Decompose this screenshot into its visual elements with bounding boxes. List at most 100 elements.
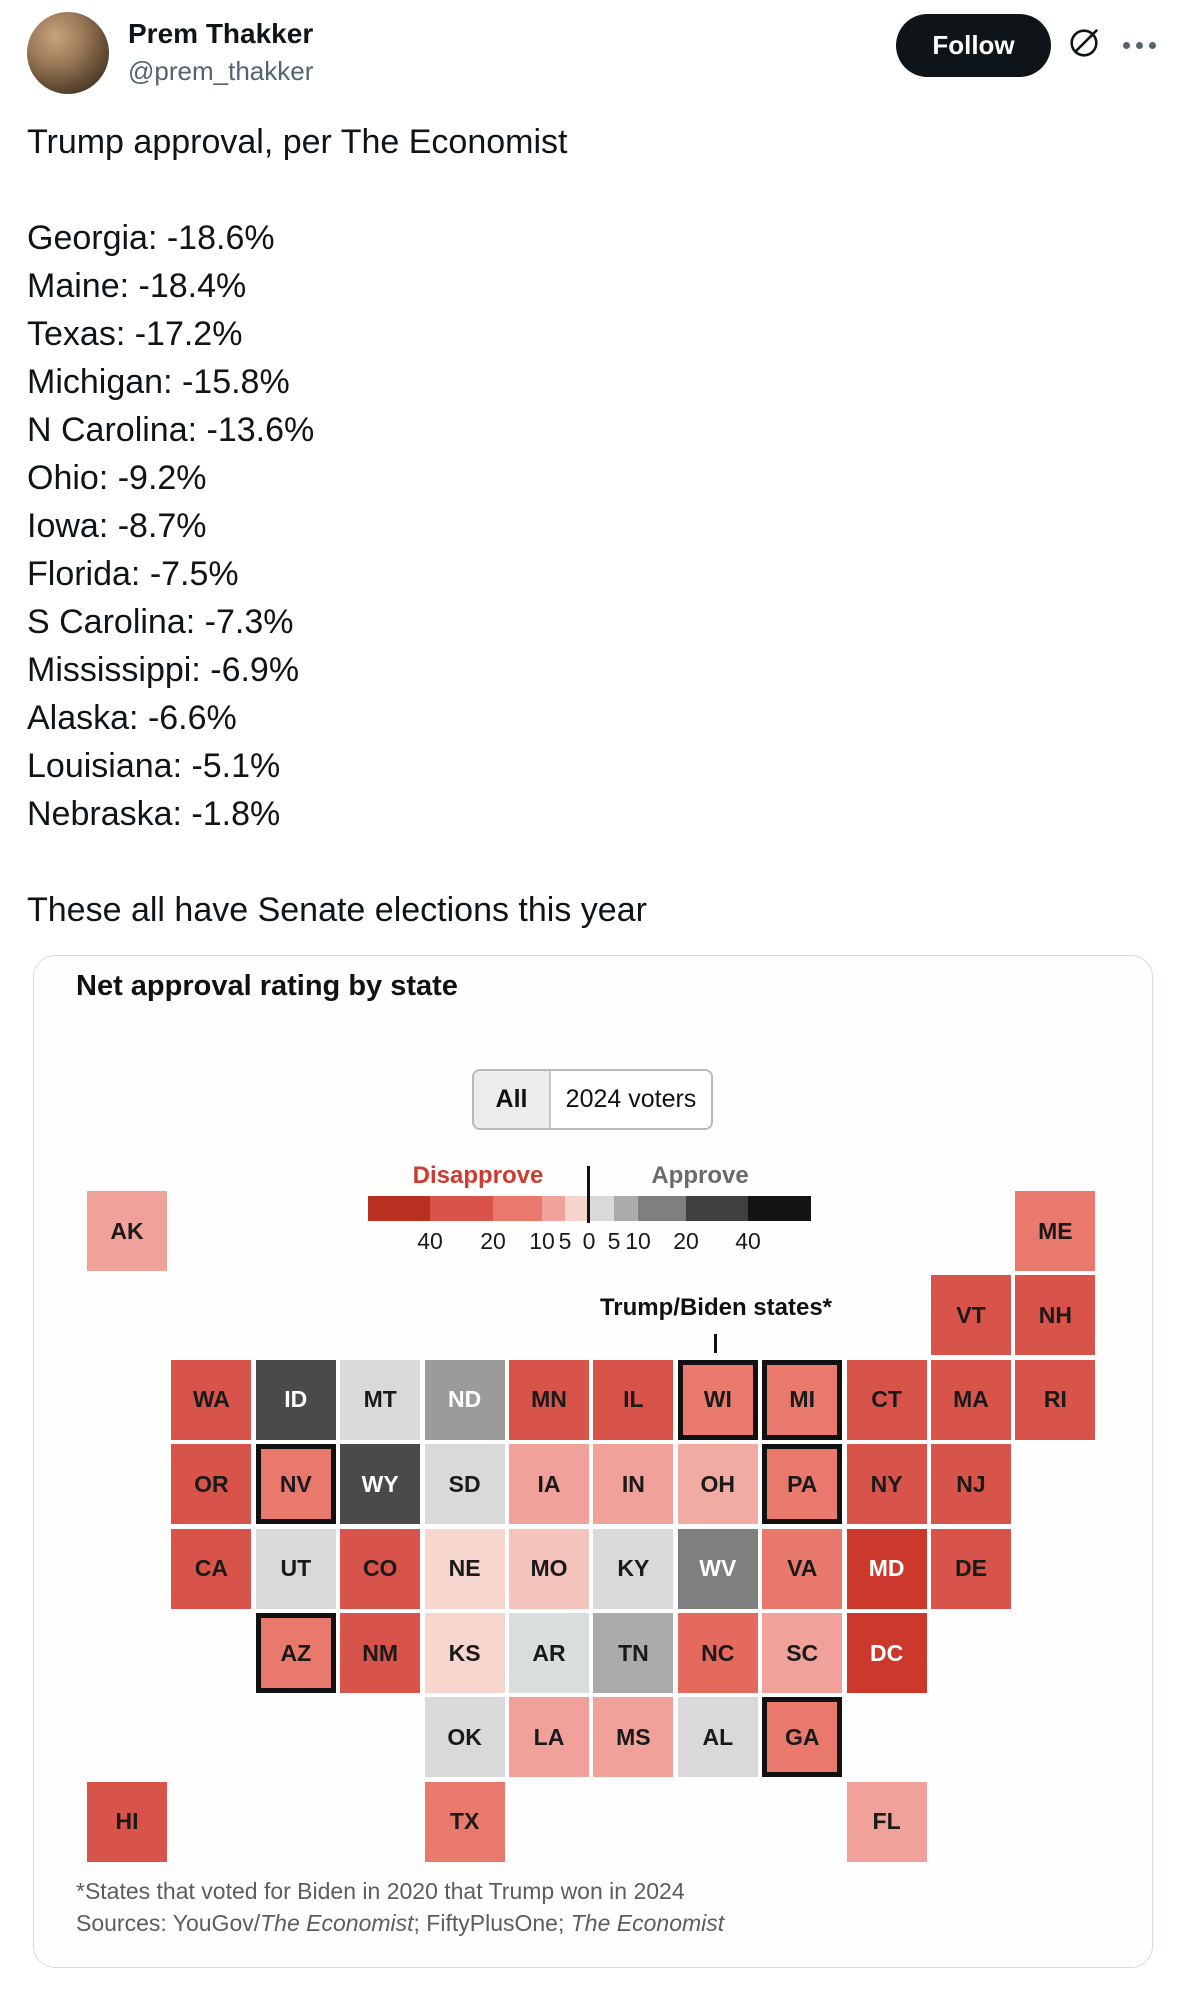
state-tile-WA: WA xyxy=(171,1359,252,1440)
follow-button[interactable]: Follow xyxy=(896,14,1051,77)
state-tile-VT: VT xyxy=(931,1275,1011,1356)
tweet-text-line: N Carolina: -13.6% xyxy=(27,411,315,449)
legend-segment xyxy=(493,1196,542,1221)
state-tile-UT: UT xyxy=(255,1528,336,1609)
legend-tick-label: 5 xyxy=(607,1228,621,1254)
state-tile-IL: IL xyxy=(593,1359,674,1440)
state-tile-FL: FL xyxy=(846,1781,927,1862)
tweet-text: Trump approval, per The Economist Georgia… xyxy=(27,118,1147,934)
state-tile-KS: KS xyxy=(424,1613,505,1693)
tweet-text-line: These all have Senate elections this yea… xyxy=(27,891,647,929)
legend-tick-label: 20 xyxy=(673,1228,699,1254)
state-tile-AR: AR xyxy=(509,1613,589,1693)
tweet-text-line: Mississippi: -6.9% xyxy=(27,651,300,689)
state-tile-MD: MD xyxy=(846,1528,927,1609)
state-tile-LA: LA xyxy=(509,1697,589,1778)
state-tile-IN: IN xyxy=(593,1444,674,1525)
state-tile-ID: ID xyxy=(255,1359,336,1440)
legend-zero-line xyxy=(587,1166,590,1223)
tweet-text-line: Nebraska: -1.8% xyxy=(27,795,281,833)
state-tile-TN: TN xyxy=(593,1613,674,1693)
chart-footnote: *States that voted for Biden in 2020 tha… xyxy=(76,1878,685,1904)
source-text: Sources: YouGov/ xyxy=(76,1910,261,1936)
state-tile-CO: CO xyxy=(340,1528,421,1609)
legend-tick-label: 40 xyxy=(735,1228,761,1254)
tab-all: All xyxy=(474,1071,549,1128)
annotation-pointer xyxy=(714,1334,717,1353)
tweet-text-line: Louisiana: -5.1% xyxy=(27,747,281,785)
state-tile-PA: PA xyxy=(762,1444,843,1525)
legend-tick-label: 20 xyxy=(480,1228,506,1254)
legend-tick-label: 10 xyxy=(625,1228,651,1254)
state-tile-SC: SC xyxy=(762,1613,843,1693)
legend-segment xyxy=(748,1196,811,1221)
legend-segment xyxy=(638,1196,686,1221)
audience-toggle: All 2024 voters xyxy=(472,1069,713,1130)
state-tile-NY: NY xyxy=(846,1444,927,1525)
tweet-text-line: Florida: -7.5% xyxy=(27,555,239,593)
state-tile-CA: CA xyxy=(171,1528,252,1609)
state-tile-DE: DE xyxy=(931,1528,1011,1609)
chart-title: Net approval rating by state xyxy=(76,970,458,1002)
legend-approve-label: Approve xyxy=(651,1162,749,1189)
chart-media-card[interactable]: Net approval rating by state All 2024 vot… xyxy=(33,955,1153,1968)
state-tile-WI: WI xyxy=(677,1359,758,1440)
tweet-text-line: Texas: -17.2% xyxy=(27,315,243,353)
tweet-text-line: Michigan: -15.8% xyxy=(27,363,290,401)
state-tile-NH: NH xyxy=(1015,1275,1096,1356)
state-tile-WV: WV xyxy=(677,1528,758,1609)
state-tile-MA: MA xyxy=(931,1359,1011,1440)
state-tile-AL: AL xyxy=(677,1697,758,1778)
avatar[interactable] xyxy=(27,12,109,94)
state-tile-RI: RI xyxy=(1015,1359,1096,1440)
state-tile-CT: CT xyxy=(846,1359,927,1440)
tab-2024-voters: 2024 voters xyxy=(549,1071,711,1128)
state-tile-ME: ME xyxy=(1015,1191,1096,1271)
annotation-trump-biden-states: Trump/Biden states* xyxy=(599,1294,833,1321)
state-tile-IA: IA xyxy=(509,1444,589,1525)
state-tile-OR: OR xyxy=(171,1444,252,1525)
legend-tick-label: 10 xyxy=(529,1228,555,1254)
tweet-text-line: Maine: -18.4% xyxy=(27,267,247,305)
state-tile-AK: AK xyxy=(87,1191,167,1271)
state-tile-map: AK ME VT NH WA ID MT ND MN IL WI MI CT MA RI OR NV WY SD IA… xyxy=(34,956,1152,1967)
legend-segment xyxy=(565,1196,589,1221)
state-tile-AZ: AZ xyxy=(255,1613,336,1693)
legend-segment xyxy=(686,1196,748,1221)
state-tile-TX: TX xyxy=(424,1781,505,1862)
state-tile-NE: NE xyxy=(424,1528,505,1609)
legend-segment xyxy=(589,1196,614,1221)
user-handle[interactable]: @prem_thakker xyxy=(128,56,314,86)
tweet-text-line: Ohio: -9.2% xyxy=(27,459,207,497)
state-tile-WY: WY xyxy=(340,1444,421,1525)
state-tile-ND: ND xyxy=(424,1359,505,1440)
display-name[interactable]: Prem Thakker xyxy=(128,18,314,49)
legend-tick-label: 5 xyxy=(558,1228,572,1254)
state-tile-NJ: NJ xyxy=(931,1444,1011,1525)
tweet-text-line xyxy=(27,838,1147,886)
state-tile-GA: GA xyxy=(762,1697,843,1778)
state-tile-MT: MT xyxy=(340,1359,421,1440)
grok-icon[interactable] xyxy=(1066,25,1102,61)
tweet-text-line: S Carolina: -7.3% xyxy=(27,603,294,641)
legend-segment xyxy=(614,1196,638,1221)
chart-sources: Sources: YouGov/The Economist; FiftyPlus… xyxy=(76,1910,724,1937)
tweet-text-line xyxy=(27,166,1147,214)
source-name-italic: The Economist xyxy=(260,1910,414,1936)
state-tile-MI: MI xyxy=(762,1359,843,1440)
legend-segment xyxy=(430,1196,493,1221)
source-text: ; FiftyPlusOne; xyxy=(413,1910,571,1936)
state-tile-DC: DC xyxy=(846,1613,927,1693)
tweet-text-line: Iowa: -8.7% xyxy=(27,507,207,545)
legend-segment xyxy=(542,1196,565,1221)
legend-segment xyxy=(368,1196,430,1221)
state-tile-MS: MS xyxy=(593,1697,674,1778)
more-options-button[interactable] xyxy=(1123,42,1156,49)
state-tile-OK: OK xyxy=(424,1697,505,1778)
tweet-text-line: Georgia: -18.6% xyxy=(27,219,275,257)
state-tile-HI: HI xyxy=(87,1781,167,1862)
tweet-text-line: Trump approval, per The Economist xyxy=(27,123,568,161)
legend-tick-label: 40 xyxy=(417,1228,443,1254)
state-tile-NV: NV xyxy=(255,1444,336,1525)
legend-color-scale xyxy=(368,1196,811,1221)
